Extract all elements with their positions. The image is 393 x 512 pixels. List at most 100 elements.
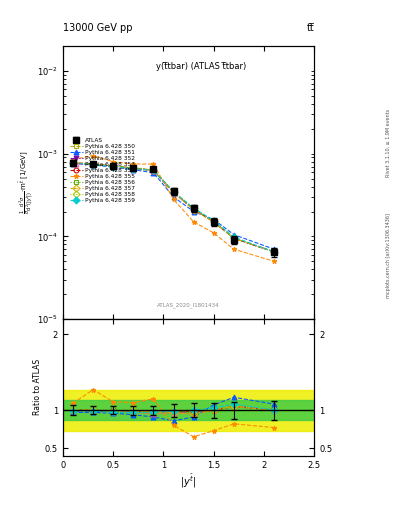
Pythia 6.428 358	[151, 167, 156, 173]
Pythia 6.428 356	[231, 235, 236, 241]
Pythia 6.428 355	[131, 161, 136, 167]
Pythia 6.428 357	[171, 189, 176, 196]
Pythia 6.428 353	[71, 160, 75, 166]
Pythia 6.428 350	[131, 165, 136, 172]
Pythia 6.428 355	[91, 153, 95, 159]
Pythia 6.428 354	[71, 160, 75, 166]
Line: Pythia 6.428 357: Pythia 6.428 357	[70, 160, 277, 254]
Pythia 6.428 358	[91, 161, 95, 167]
Pythia 6.428 359	[191, 205, 196, 211]
Line: Pythia 6.428 359: Pythia 6.428 359	[70, 161, 277, 254]
Pythia 6.428 357	[151, 167, 156, 174]
Pythia 6.428 356	[272, 249, 277, 255]
Pythia 6.428 357	[91, 161, 95, 167]
Text: mcplots.cern.ch [arXiv:1306.3436]: mcplots.cern.ch [arXiv:1306.3436]	[386, 214, 391, 298]
Pythia 6.428 351	[151, 169, 156, 176]
Pythia 6.428 359	[71, 160, 75, 166]
Pythia 6.428 357	[191, 207, 196, 213]
Pythia 6.428 351	[171, 194, 176, 200]
Pythia 6.428 354	[272, 249, 277, 255]
Pythia 6.428 351	[272, 246, 277, 252]
Pythia 6.428 355	[211, 230, 216, 236]
Pythia 6.428 358	[111, 163, 116, 169]
Pythia 6.428 351	[231, 231, 236, 238]
Pythia 6.428 359	[151, 167, 156, 174]
Pythia 6.428 355	[231, 246, 236, 252]
Pythia 6.428 352	[131, 165, 136, 171]
Pythia 6.428 353	[171, 190, 176, 196]
Pythia 6.428 350	[111, 163, 116, 169]
Line: Pythia 6.428 351: Pythia 6.428 351	[70, 161, 277, 252]
Line: Pythia 6.428 353: Pythia 6.428 353	[70, 161, 277, 254]
Pythia 6.428 352	[111, 163, 116, 169]
Bar	[63, 400, 314, 420]
Pythia 6.428 353	[91, 161, 95, 167]
Pythia 6.428 351	[191, 208, 196, 215]
Pythia 6.428 352	[191, 206, 196, 212]
Bar	[63, 390, 314, 431]
Pythia 6.428 358	[211, 218, 216, 224]
Pythia 6.428 350	[151, 168, 156, 174]
Text: tt̅: tt̅	[307, 23, 314, 33]
Pythia 6.428 351	[211, 217, 216, 223]
Pythia 6.428 350	[272, 249, 277, 255]
Pythia 6.428 353	[272, 249, 277, 255]
Pythia 6.428 354	[91, 161, 95, 167]
Pythia 6.428 356	[171, 189, 176, 195]
Pythia 6.428 354	[171, 189, 176, 195]
Pythia 6.428 357	[71, 160, 75, 166]
Pythia 6.428 352	[151, 167, 156, 174]
Pythia 6.428 357	[272, 249, 277, 255]
Pythia 6.428 352	[272, 249, 277, 255]
Legend: ATLAS, Pythia 6.428 350, Pythia 6.428 351, Pythia 6.428 352, Pythia 6.428 353, P: ATLAS, Pythia 6.428 350, Pythia 6.428 35…	[68, 136, 136, 205]
Pythia 6.428 354	[151, 167, 156, 174]
Line: Pythia 6.428 350: Pythia 6.428 350	[70, 160, 277, 254]
Pythia 6.428 359	[111, 163, 116, 169]
Line: Pythia 6.428 354: Pythia 6.428 354	[70, 160, 277, 254]
Pythia 6.428 356	[71, 160, 75, 166]
Pythia 6.428 356	[91, 161, 95, 167]
Pythia 6.428 353	[211, 219, 216, 225]
Pythia 6.428 358	[231, 235, 236, 241]
Text: Rivet 3.1.10, ≥ 1.9M events: Rivet 3.1.10, ≥ 1.9M events	[386, 109, 391, 178]
Pythia 6.428 353	[231, 235, 236, 241]
Pythia 6.428 359	[231, 234, 236, 240]
Pythia 6.428 359	[91, 161, 95, 167]
Pythia 6.428 358	[191, 205, 196, 211]
Pythia 6.428 353	[131, 165, 136, 172]
Pythia 6.428 354	[231, 235, 236, 241]
Text: y(t̅tbar) (ATLAS t̅tbar): y(t̅tbar) (ATLAS t̅tbar)	[156, 62, 246, 72]
Pythia 6.428 350	[91, 161, 95, 167]
Pythia 6.428 353	[111, 163, 116, 169]
Pythia 6.428 353	[151, 168, 156, 174]
Pythia 6.428 351	[71, 160, 75, 166]
Pythia 6.428 351	[131, 167, 136, 173]
Pythia 6.428 359	[171, 189, 176, 195]
Pythia 6.428 354	[111, 163, 116, 169]
Pythia 6.428 355	[191, 219, 196, 225]
Pythia 6.428 356	[211, 219, 216, 225]
Pythia 6.428 357	[131, 165, 136, 171]
Pythia 6.428 357	[111, 163, 116, 169]
Pythia 6.428 350	[211, 219, 216, 225]
Pythia 6.428 359	[211, 218, 216, 224]
Pythia 6.428 357	[211, 219, 216, 225]
Pythia 6.428 350	[171, 189, 176, 196]
Pythia 6.428 359	[272, 249, 277, 255]
Pythia 6.428 354	[131, 165, 136, 171]
Pythia 6.428 355	[272, 258, 277, 264]
Pythia 6.428 352	[211, 219, 216, 225]
Pythia 6.428 351	[91, 162, 95, 168]
Pythia 6.428 355	[171, 197, 176, 203]
Pythia 6.428 356	[131, 165, 136, 171]
Y-axis label: $\frac{1}{\sigma}\frac{\mathrm{d}^2\sigma}{\mathrm{d}^2(|y^{\bar{t}}|)}$$\cdot\m: $\frac{1}{\sigma}\frac{\mathrm{d}^2\sigm…	[17, 151, 35, 215]
Y-axis label: Ratio to ATLAS: Ratio to ATLAS	[33, 359, 42, 415]
Pythia 6.428 352	[231, 235, 236, 241]
Pythia 6.428 356	[191, 206, 196, 212]
Pythia 6.428 358	[131, 164, 136, 170]
Pythia 6.428 350	[231, 235, 236, 241]
Text: 13000 GeV pp: 13000 GeV pp	[63, 23, 132, 33]
Line: Pythia 6.428 356: Pythia 6.428 356	[70, 160, 277, 254]
Pythia 6.428 352	[91, 161, 95, 167]
Pythia 6.428 352	[71, 160, 75, 166]
